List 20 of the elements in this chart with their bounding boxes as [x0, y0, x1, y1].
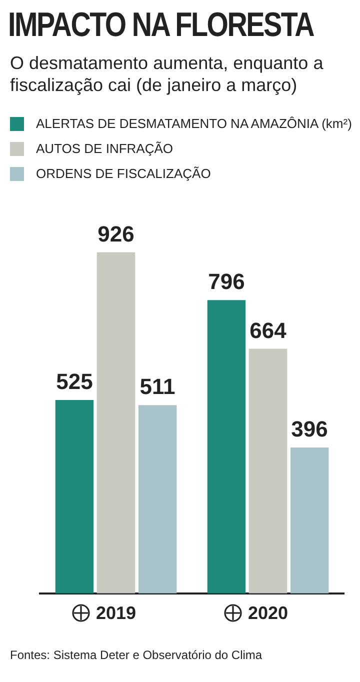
bar: [248, 348, 288, 594]
bar: [290, 448, 329, 594]
data-label: 926: [98, 221, 134, 246]
legend-label: AUTOS DE INFRAÇÃO: [36, 141, 174, 156]
bar: [138, 405, 177, 594]
data-label: 664: [250, 318, 288, 343]
data-label: 511: [140, 374, 176, 400]
bar: [96, 252, 136, 594]
legend-label: ORDENS DE FISCALIZAÇÃO: [36, 166, 211, 181]
x-tick-label: 2019: [96, 603, 136, 624]
data-label: 796: [208, 269, 245, 294]
data-label: 396: [291, 416, 328, 442]
legend-label: ALERTAS DE DESMATAMENTO NA AMAZÔNIA (km²): [36, 116, 352, 131]
chart-title: IMPACTO NA FLORESTA: [8, 6, 314, 45]
chart-subtitle: O desmatamento aumenta, enquanto a fiscalização cai (de janeiro a março): [10, 52, 324, 96]
text: Fontes: Sistema Deter e Observatório do Clima: [10, 648, 262, 662]
bar: [207, 300, 246, 594]
data-label: 525: [56, 369, 93, 394]
x-tick-label: 2020: [248, 603, 288, 624]
bar: [55, 400, 94, 594]
